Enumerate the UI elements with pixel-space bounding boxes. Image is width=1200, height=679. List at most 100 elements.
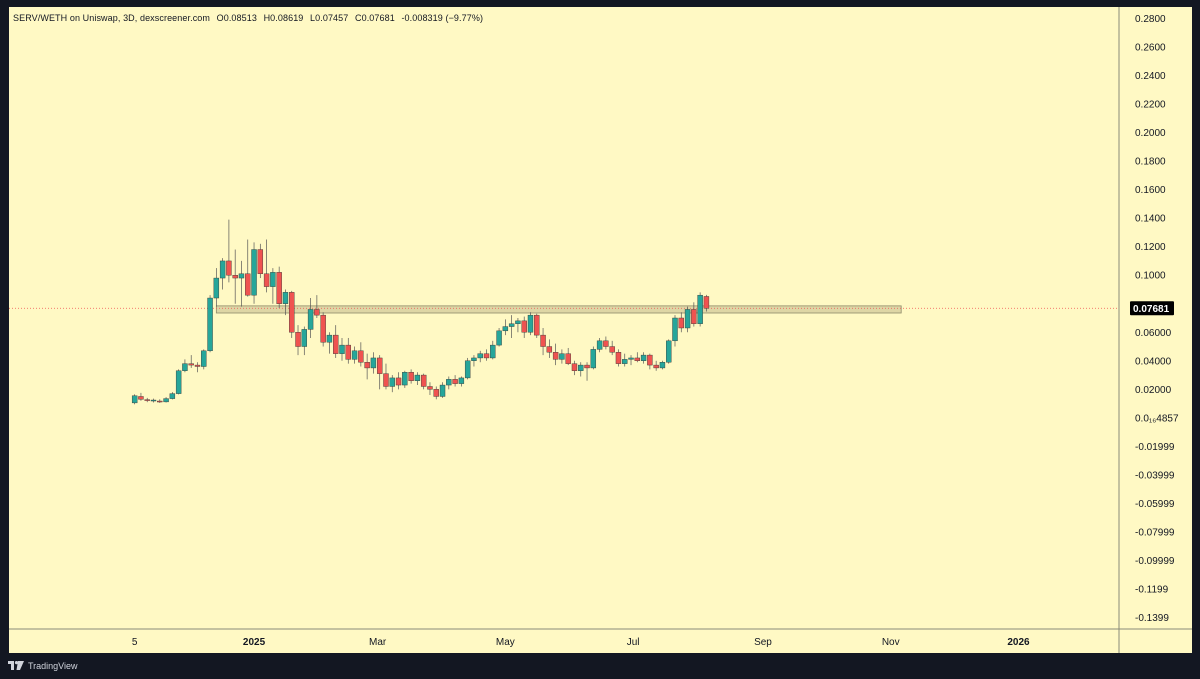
candle-body[interactable] [301,329,308,347]
candle-body[interactable] [483,353,490,359]
candle-body[interactable] [131,395,138,404]
candle-body[interactable] [427,386,433,390]
chart-area[interactable]: 0.2800 0.2600 0.2400 0.2200 0.2000 0.1800 0.16… [9,7,1192,653]
candle-body[interactable] [351,350,358,360]
candle-body[interactable] [578,364,584,371]
candle-body[interactable] [182,363,188,371]
candle-body[interactable] [552,352,559,360]
candle-body[interactable] [647,354,653,366]
candle-body[interactable] [339,344,345,354]
candle-body[interactable] [188,363,194,366]
resistance-zone[interactable] [215,305,902,314]
candle-body[interactable] [609,346,615,353]
candle-body[interactable] [659,362,666,369]
candle-body[interactable] [515,320,521,324]
candle-body[interactable] [502,326,509,332]
candle-body[interactable] [666,340,672,363]
candle-body[interactable] [672,317,678,342]
candle-body[interactable] [364,362,370,369]
candle-body[interactable] [226,260,232,276]
candle-body[interactable] [157,400,163,403]
candle-body[interactable] [628,357,634,360]
candle-body[interactable] [144,399,150,401]
candle-body[interactable] [420,374,427,387]
candle-body[interactable] [251,249,257,296]
candle-body[interactable] [314,309,320,316]
chart-svg[interactable]: 0.2800 0.2600 0.2400 0.2200 0.2000 0.1800 0.16… [9,7,1192,653]
candle-body[interactable] [634,357,641,361]
candle-body[interactable] [213,277,220,299]
candle-body[interactable] [383,373,389,387]
candle-body[interactable] [490,344,496,359]
candle-body[interactable] [414,374,421,381]
candle-body[interactable] [590,349,597,369]
y-tick-label: 0.0₁₆4857 [1135,413,1179,424]
candle-body[interactable] [358,350,364,363]
candle-body[interactable] [276,272,282,304]
candle-body[interactable] [320,314,326,343]
candle-body[interactable] [201,350,207,367]
candle-body[interactable] [477,353,483,359]
candle-body[interactable] [527,314,534,333]
candle-body[interactable] [175,370,182,394]
candle-body[interactable] [596,340,603,350]
candle-body[interactable] [464,360,471,379]
candle-body[interactable] [622,359,628,364]
candle-body[interactable] [408,372,414,381]
candle-body[interactable] [289,292,295,333]
candle-body[interactable] [603,340,609,347]
candle-body[interactable] [653,364,659,369]
candle-body[interactable] [333,334,339,354]
candle-body[interactable] [534,314,540,336]
candle-body[interactable] [232,275,238,279]
candle-body[interactable] [194,364,201,367]
candle-body[interactable] [389,377,395,387]
candle-body[interactable] [150,399,157,402]
x-tick-label: Sep [754,637,772,648]
candle-body[interactable] [282,292,289,304]
candle-body[interactable] [584,364,590,369]
candle-body[interactable] [433,389,439,397]
candle-body[interactable] [640,354,647,361]
candle-body[interactable] [684,309,691,329]
candle-body[interactable] [559,353,565,360]
candle-body[interactable] [402,372,408,386]
candle-body[interactable] [546,346,553,353]
y-tick-label: 0.1000 [1135,271,1166,282]
candle-body[interactable] [508,323,515,327]
candle-body[interactable] [496,330,502,346]
candle-body[interactable] [370,357,377,369]
candle-body[interactable] [703,296,710,309]
candle-body[interactable] [270,272,276,287]
tradingview-brand[interactable]: TradingView [28,661,78,671]
candle-body[interactable] [452,379,458,384]
candle-body[interactable] [446,379,452,386]
candle-body[interactable] [138,396,144,400]
candle-body[interactable] [458,377,465,384]
candle-body[interactable] [307,309,314,330]
candle-body[interactable] [238,273,245,279]
candle-body[interactable] [565,353,571,364]
candle-body[interactable] [615,352,622,364]
candle-body[interactable] [691,309,697,324]
candle-body[interactable] [326,334,333,343]
candle-body[interactable] [471,357,477,361]
candle-body[interactable] [395,377,402,386]
candle-body[interactable] [376,357,383,374]
candle-body[interactable] [439,384,446,397]
candle-body[interactable] [295,332,301,347]
candle-body[interactable] [163,398,169,403]
candle-body[interactable] [697,294,703,324]
candle-body[interactable] [245,273,251,296]
candle-body[interactable] [207,297,213,352]
candle-body[interactable] [257,249,264,274]
candle-body[interactable] [678,317,684,329]
candle-body[interactable] [345,344,351,360]
candle-body[interactable] [521,320,527,333]
candle-body[interactable] [571,363,578,371]
tradingview-logo-icon[interactable] [8,661,24,671]
candle-body[interactable] [169,393,176,399]
candle-body[interactable] [219,260,226,279]
candle-body[interactable] [263,273,270,287]
candle-body[interactable] [540,334,546,347]
